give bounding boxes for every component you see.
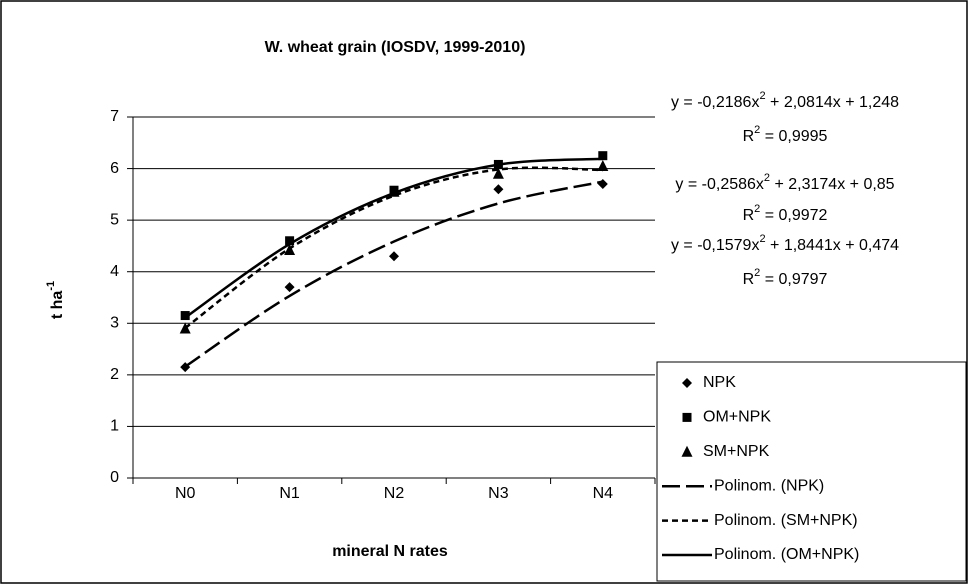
marker-diamond xyxy=(682,378,692,388)
marker-square xyxy=(682,412,692,422)
equation-sup: 2 xyxy=(764,172,770,184)
x-tick-label: N0 xyxy=(175,485,196,502)
marker-square xyxy=(285,236,295,246)
r2-part: = 0,9972 xyxy=(760,207,827,224)
marker-diamond xyxy=(284,282,295,293)
marker-diamond xyxy=(493,184,504,195)
r-squared: R2 = 0,9995 xyxy=(743,124,828,145)
r2-part: = 0,9797 xyxy=(760,271,827,288)
equation-part: y = -0,2586x xyxy=(675,176,764,193)
y-tick-label: 2 xyxy=(110,366,119,383)
trend-equation: y = -0,1579x2 + 1,8441x + 0,474 xyxy=(671,233,899,254)
x-tick-label: N2 xyxy=(384,485,405,502)
y-tick-label: 5 xyxy=(110,211,119,228)
legend-label: NPK xyxy=(703,374,736,391)
legend-label: Polinom. (SM+NPK) xyxy=(714,512,858,529)
chart-title: W. wheat grain (IOSDV, 1999-2010) xyxy=(265,39,526,56)
legend-label: OM+NPK xyxy=(703,409,771,426)
marker-square xyxy=(180,311,190,321)
r-squared: R2 = 0,9797 xyxy=(743,267,828,288)
marker-triangle xyxy=(284,244,296,256)
legend-label: Polinom. (OM+NPK) xyxy=(714,546,859,563)
r2-part: R xyxy=(743,128,755,145)
trendline xyxy=(184,166,603,329)
r2-part: R xyxy=(743,207,755,224)
x-axis-label: mineral N rates xyxy=(332,543,448,560)
trend-equation: y = -0,2586x2 + 2,3174x + 0,85 xyxy=(675,172,894,193)
marker-square xyxy=(493,159,503,169)
y-axis-label: t ha-1 xyxy=(45,281,66,319)
marker-triangle xyxy=(388,185,400,197)
legend-label: Polinom. (NPK) xyxy=(714,477,824,494)
r2-sup: 2 xyxy=(754,203,760,215)
marker-triangle xyxy=(597,159,609,171)
trendline xyxy=(184,180,604,368)
y-tick-label: 6 xyxy=(110,160,119,177)
x-tick-label: N1 xyxy=(279,485,300,502)
r-squared: R2 = 0,9972 xyxy=(743,203,828,224)
r2-sup: 2 xyxy=(754,267,760,279)
legend-label: SM+NPK xyxy=(703,443,770,460)
marker-triangle xyxy=(179,322,191,334)
y-axis-label-text: t ha xyxy=(49,291,66,320)
equation-part: + 2,3174x + 0,85 xyxy=(770,176,895,193)
marker-triangle xyxy=(492,167,504,179)
y-tick-label: 4 xyxy=(110,263,119,280)
y-tick-label: 3 xyxy=(110,315,119,332)
x-tick-label: N4 xyxy=(593,485,614,502)
y-axis-label-sup: -1 xyxy=(45,281,57,291)
marker-diamond xyxy=(389,251,399,262)
y-tick-label: 1 xyxy=(110,418,119,435)
y-tick-label: 0 xyxy=(110,469,119,486)
trend-equation: y = -0,2186x2 + 2,0814x + 1,248 xyxy=(671,90,899,111)
equation-sup: 2 xyxy=(759,90,765,102)
marker-diamond xyxy=(180,362,191,373)
marker-triangle xyxy=(681,445,693,457)
equation-sup: 2 xyxy=(759,233,765,245)
x-tick-label: N3 xyxy=(488,485,509,502)
equation-part: + 1,8441x + 0,474 xyxy=(766,237,900,254)
legend-box xyxy=(656,361,967,582)
equation-part: y = -0,1579x xyxy=(671,237,760,254)
equation-part: y = -0,2186x xyxy=(671,94,760,111)
marker-square xyxy=(598,151,608,161)
r2-part: R xyxy=(743,271,755,288)
r2-sup: 2 xyxy=(754,124,760,136)
equation-part: + 2,0814x + 1,248 xyxy=(766,94,900,111)
marker-diamond xyxy=(597,179,608,190)
r2-part: = 0,9995 xyxy=(760,128,827,145)
y-tick-label: 7 xyxy=(110,108,119,125)
